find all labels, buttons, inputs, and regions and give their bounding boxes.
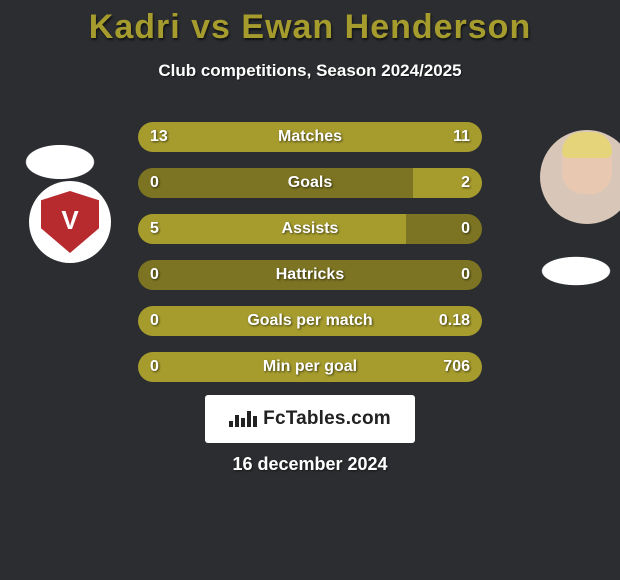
stat-label: Hattricks (138, 260, 482, 290)
stat-label: Goals per match (138, 306, 482, 336)
subtitle: Club competitions, Season 2024/2025 (0, 61, 620, 81)
player-right-club-badge (528, 251, 620, 291)
stat-label: Assists (138, 214, 482, 244)
stat-value-right: 0.18 (439, 306, 470, 336)
stat-row: 0 Goals 2 (138, 168, 482, 198)
stat-row: 0 Goals per match 0.18 (138, 306, 482, 336)
fctables-link[interactable]: FcTables.com (205, 395, 415, 443)
stat-value-right: 706 (443, 352, 470, 382)
stat-value-right: 0 (461, 260, 470, 290)
stat-row: 0 Min per goal 706 (138, 352, 482, 382)
stat-row: 13 Matches 11 (138, 122, 482, 152)
fctables-text: FcTables.com (263, 408, 391, 430)
stat-row: 5 Assists 0 (138, 214, 482, 244)
stat-label: Min per goal (138, 352, 482, 382)
fctables-bars-icon (229, 411, 257, 427)
player-left-club-badge (29, 181, 111, 263)
stat-row: 0 Hattricks 0 (138, 260, 482, 290)
stat-value-right: 2 (461, 168, 470, 198)
page-title: Kadri vs Ewan Henderson (0, 0, 620, 47)
stat-label: Goals (138, 168, 482, 198)
stat-rows: 13 Matches 11 0 Goals 2 5 Assists 0 0 Ha… (138, 122, 482, 398)
date-text: 16 december 2024 (0, 454, 620, 475)
stat-label: Matches (138, 122, 482, 152)
player-right-avatar (540, 130, 620, 224)
stat-value-right: 11 (453, 122, 470, 152)
stat-value-right: 0 (461, 214, 470, 244)
